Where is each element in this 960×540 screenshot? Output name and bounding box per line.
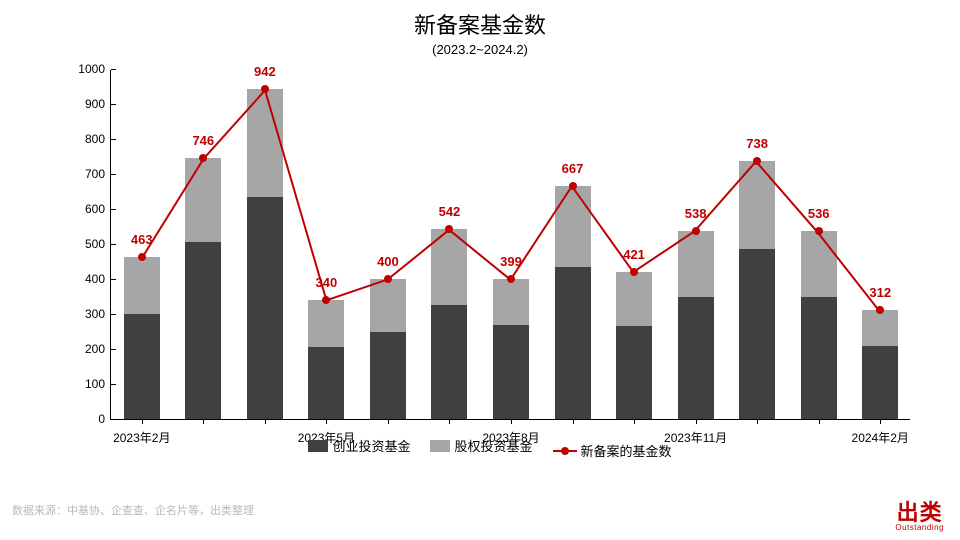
legend: 创业投资基金 股权投资基金 新备案的基金数 bbox=[60, 436, 920, 460]
brand-logo-en: Outstanding bbox=[895, 524, 944, 532]
x-axis-tick-mark bbox=[388, 419, 389, 424]
line-value-label: 399 bbox=[500, 254, 522, 269]
line-value-label: 942 bbox=[254, 64, 276, 79]
line-value-label: 400 bbox=[377, 254, 399, 269]
legend-swatch bbox=[430, 440, 450, 452]
line-marker bbox=[815, 227, 823, 235]
y-axis-tick: 900 bbox=[85, 97, 111, 111]
plot-area: 0100200300400500600700800900100046374694… bbox=[110, 70, 910, 420]
line-marker bbox=[630, 268, 638, 276]
data-source-text: 数据来源：中基协、企查查、企名片等，出类整理 bbox=[12, 502, 254, 518]
line-marker bbox=[384, 275, 392, 283]
x-axis-tick-mark bbox=[573, 419, 574, 424]
line-value-label: 463 bbox=[131, 232, 153, 247]
line-value-label: 667 bbox=[562, 161, 584, 176]
line-marker bbox=[322, 296, 330, 304]
line-value-label: 340 bbox=[316, 275, 338, 290]
y-axis-tick: 0 bbox=[98, 412, 111, 426]
x-axis-tick-mark bbox=[634, 419, 635, 424]
x-axis-tick-mark bbox=[265, 419, 266, 424]
y-axis-tick: 400 bbox=[85, 272, 111, 286]
brand-logo-cn: 出类 bbox=[895, 502, 944, 524]
line-marker bbox=[692, 227, 700, 235]
line-value-label: 542 bbox=[439, 204, 461, 219]
legend-item: 新备案的基金数 bbox=[553, 441, 672, 460]
line-marker bbox=[507, 275, 515, 283]
x-axis-tick-mark bbox=[819, 419, 820, 424]
line-value-label: 746 bbox=[192, 133, 214, 148]
line-value-label: 538 bbox=[685, 206, 707, 221]
x-axis-tick-mark bbox=[203, 419, 204, 424]
line-value-label: 536 bbox=[808, 206, 830, 221]
y-axis-tick: 1000 bbox=[78, 62, 111, 76]
chart-container: 0 100 200 300 400 500 600 700 800 900 1000 463 746 94… bbox=[60, 60, 920, 460]
line-overlay bbox=[111, 70, 910, 419]
line-value-label: 421 bbox=[623, 247, 645, 262]
line-marker bbox=[753, 157, 761, 165]
brand-logo: 出类 Outstanding bbox=[895, 502, 944, 532]
y-axis-tick: 200 bbox=[85, 342, 111, 356]
y-axis-tick: 500 bbox=[85, 237, 111, 251]
y-axis-tick: 800 bbox=[85, 132, 111, 146]
line-value-label: 738 bbox=[746, 136, 768, 151]
legend-label: 新备案的基金数 bbox=[581, 441, 672, 460]
line-marker bbox=[261, 85, 269, 93]
chart-title: 新备案基金数 bbox=[0, 8, 960, 40]
y-axis-tick: 300 bbox=[85, 307, 111, 321]
y-axis-tick: 700 bbox=[85, 167, 111, 181]
chart-subtitle: (2023.2~2024.2) bbox=[0, 42, 960, 57]
line-marker bbox=[876, 306, 884, 314]
legend-label: 股权投资基金 bbox=[454, 436, 532, 455]
legend-line-swatch bbox=[553, 450, 577, 452]
line-marker bbox=[569, 182, 577, 190]
y-axis-tick: 100 bbox=[85, 377, 111, 391]
line-marker bbox=[199, 154, 207, 162]
y-axis-tick: 600 bbox=[85, 202, 111, 216]
line-marker bbox=[445, 225, 453, 233]
legend-swatch bbox=[308, 440, 328, 452]
legend-item: 创业投资基金 bbox=[308, 436, 410, 455]
legend-item: 股权投资基金 bbox=[430, 436, 532, 455]
line-value-label: 312 bbox=[869, 285, 891, 300]
x-axis-tick-mark bbox=[757, 419, 758, 424]
line-marker bbox=[138, 253, 146, 261]
chart-header: 新备案基金数 (2023.2~2024.2) bbox=[0, 0, 960, 57]
legend-label: 创业投资基金 bbox=[332, 436, 410, 455]
x-axis-tick-mark bbox=[449, 419, 450, 424]
